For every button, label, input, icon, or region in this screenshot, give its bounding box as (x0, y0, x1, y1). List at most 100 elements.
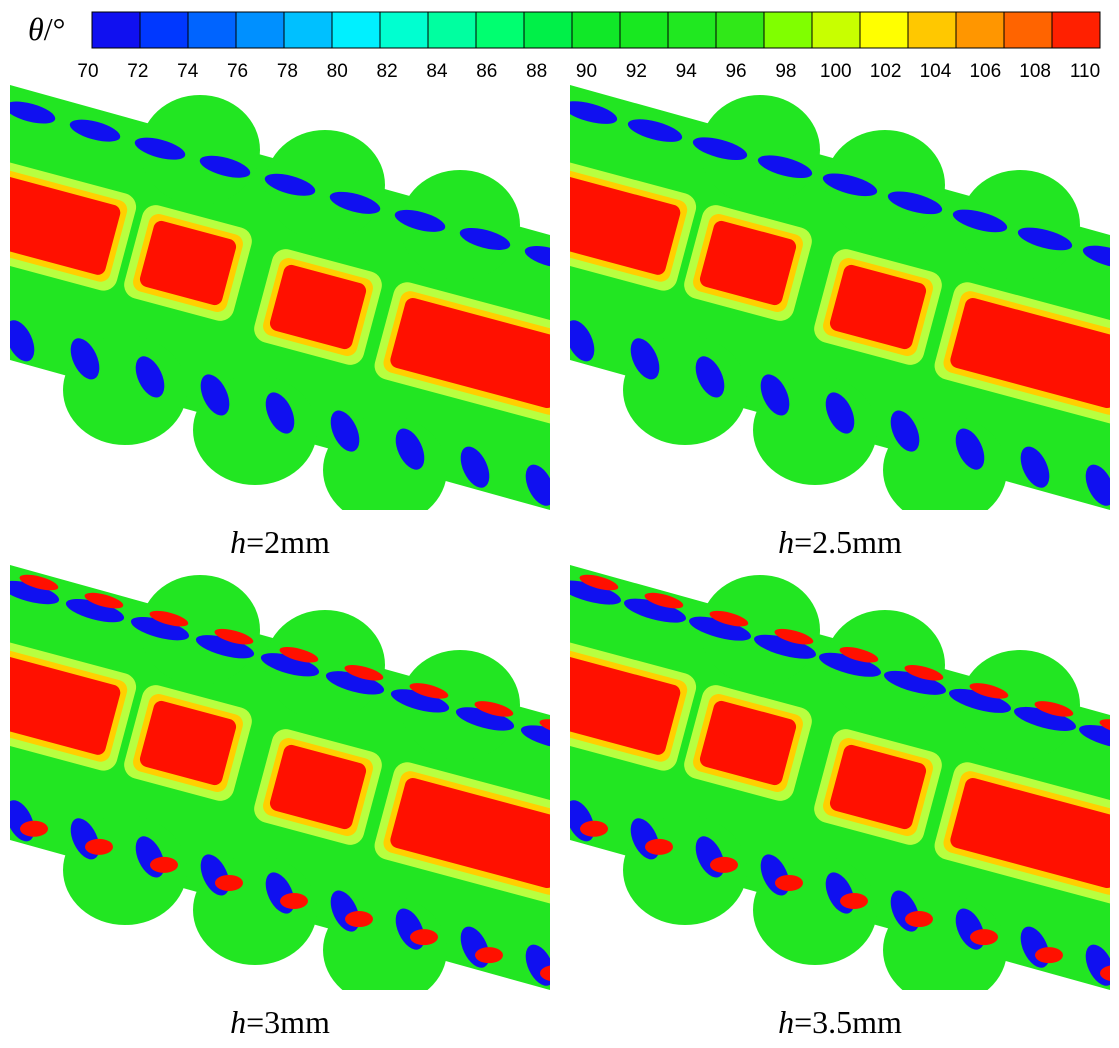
colorbar-tick-label: 96 (725, 61, 746, 82)
jet-core (829, 264, 927, 350)
vortex-blue (130, 617, 190, 641)
colorbar-tick-label: 76 (227, 61, 248, 82)
colorbar-tick-label: 102 (870, 61, 902, 82)
vortex-blue (1020, 446, 1050, 488)
vortex-red (410, 929, 438, 946)
vortex-blue (10, 320, 35, 362)
vortex-blue (520, 725, 550, 749)
flow-bump (825, 610, 945, 720)
panel-caption: h=2mm (230, 524, 330, 560)
jet-core (570, 655, 681, 755)
vortex-blue (570, 320, 595, 362)
vortex-red (1099, 719, 1110, 735)
vortex-red (774, 628, 814, 645)
vortex-red (84, 592, 124, 609)
vortex-blue (949, 688, 1011, 713)
jet-core (390, 778, 550, 888)
vortex-blue (1017, 227, 1073, 251)
colorbar-swatch (811, 11, 861, 49)
colorbar-tick-label: 72 (127, 61, 148, 82)
vortex-blue (135, 356, 165, 398)
vortex-blue (955, 428, 985, 470)
panel-caption: h=3.5mm (778, 1004, 902, 1040)
caption-value: =2.5mm (794, 524, 902, 560)
vortex-blue (395, 428, 425, 470)
colorbar-tick-label: 92 (626, 61, 647, 82)
vortex-red (280, 893, 308, 909)
contour-panel (570, 85, 1110, 510)
colorbar-swatch (427, 11, 477, 49)
flow-bump (265, 610, 385, 720)
colorbar-swatch (235, 11, 285, 49)
vortex-blue (627, 119, 683, 142)
flow-bump (265, 130, 385, 240)
vortex-red (840, 893, 868, 909)
vortex-blue (1085, 464, 1110, 506)
vortex-blue (754, 634, 816, 659)
colorbar-swatch (859, 11, 909, 49)
jet-core (699, 700, 797, 786)
vortex-red (215, 874, 243, 891)
vortex-red (710, 856, 738, 873)
vortex-red (839, 646, 879, 663)
vortex-blue (10, 580, 60, 605)
vortex-blue (70, 338, 100, 380)
colorbar-swatch (715, 11, 765, 49)
vortex-blue (69, 119, 121, 142)
vortex-red (904, 665, 944, 681)
vortex-blue (265, 392, 295, 434)
vortex-blue (200, 374, 230, 416)
vortex-blue (1082, 245, 1110, 269)
vortex-blue (460, 446, 490, 488)
jet-core (10, 655, 121, 755)
vortex-red (474, 701, 514, 717)
vortex-blue (630, 338, 660, 380)
vortex-red (709, 610, 749, 627)
vortex-blue (570, 580, 621, 605)
vortex-blue (695, 356, 725, 398)
vortex-blue (325, 671, 385, 695)
flow-bump (400, 650, 520, 760)
vortex-red (539, 719, 550, 735)
vortex-red (579, 574, 619, 591)
colorbar-swatch (187, 11, 237, 49)
colorbar-swatch (139, 11, 189, 49)
vortex-blue (260, 653, 320, 677)
colorbar-tick-label: 108 (1019, 61, 1051, 82)
vortex-blue (887, 191, 943, 215)
colorbar-tick-label: 88 (526, 61, 547, 82)
panel-caption: h=3mm (230, 1004, 330, 1040)
vortex-red (279, 646, 319, 663)
colorbar-tick-label: 78 (277, 61, 298, 82)
vortex-red (1100, 965, 1110, 981)
vortex-blue (264, 173, 316, 196)
colorbar-swatch (667, 11, 717, 49)
vortex-blue (459, 227, 511, 250)
vortex-blue (570, 101, 618, 124)
colorbar-tick-label: 100 (820, 61, 852, 82)
vortex-red (969, 683, 1009, 699)
vortex-blue (394, 209, 446, 232)
colorbar-swatch (763, 11, 813, 49)
caption-value: =2mm (246, 524, 330, 560)
colorbar-swatch (379, 11, 429, 49)
flow-bump (960, 170, 1080, 280)
vortex-blue (525, 464, 550, 506)
vortex-red (344, 665, 384, 681)
jet-core (950, 778, 1110, 888)
vortex-blue (689, 616, 751, 641)
colorbar-tick-label: 106 (969, 61, 1001, 82)
colorbar-unit: /° (44, 11, 66, 47)
contour-panel (10, 565, 550, 990)
jet-core (10, 175, 121, 275)
vortex-blue (760, 374, 790, 416)
vortex-blue (329, 191, 381, 214)
jet-core (699, 220, 797, 306)
colorbar-swatch (955, 11, 1005, 49)
vortex-blue (455, 707, 515, 731)
flow-bump (700, 95, 820, 205)
vortex-blue (330, 410, 360, 452)
flow-bump (140, 575, 260, 685)
colorbar-tick-label: 104 (920, 61, 952, 82)
vortex-red (580, 820, 608, 837)
